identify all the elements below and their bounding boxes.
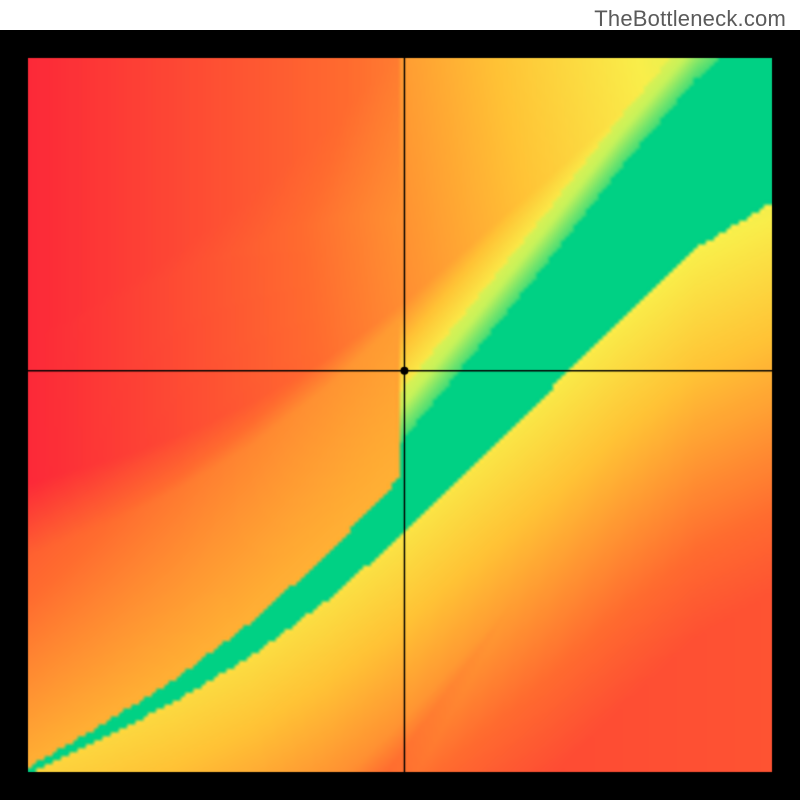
watermark-text: TheBottleneck.com (594, 6, 786, 32)
bottleneck-heatmap (0, 30, 800, 800)
